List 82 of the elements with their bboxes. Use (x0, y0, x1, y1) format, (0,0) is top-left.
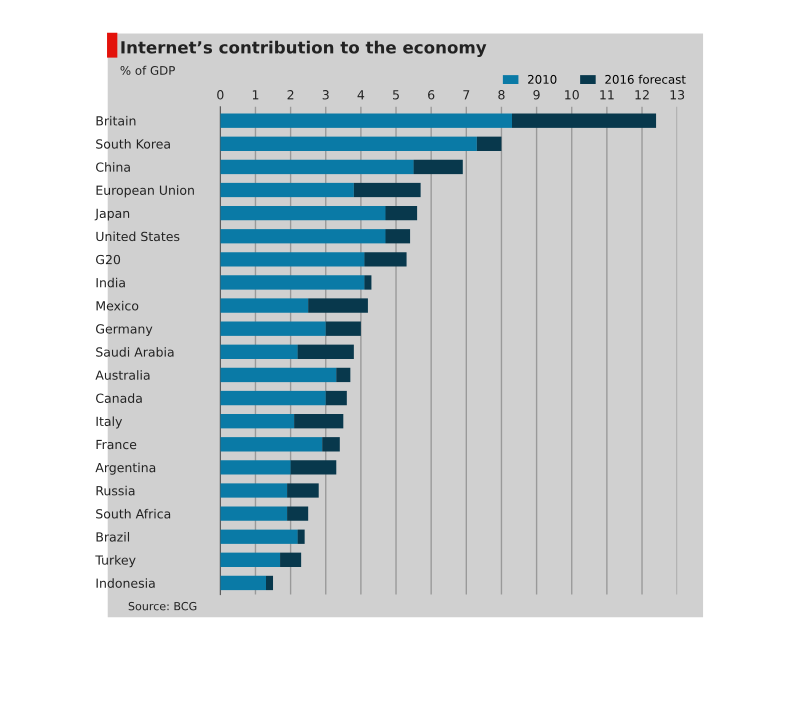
y-tick-label: South Africa (96, 508, 170, 519)
y-tick-label: Argentina (95, 462, 156, 475)
x-tick-label: 8 (498, 90, 505, 100)
y-tick-label: Turkey (95, 555, 136, 568)
x-tick-label: 6 (428, 90, 434, 100)
bar (414, 160, 463, 174)
bar (220, 530, 298, 544)
x-tick-label: 4 (358, 90, 364, 100)
bar (476, 136, 502, 151)
bar (322, 437, 340, 452)
bar (354, 182, 421, 198)
bar (220, 483, 288, 498)
y-tick-label: Australia (95, 370, 150, 380)
legend-label: 2016 forecast (605, 74, 686, 84)
bar (220, 160, 414, 174)
bar (326, 322, 361, 336)
x-tick-label: 10 (565, 90, 579, 100)
bar (266, 576, 274, 590)
bar (280, 552, 302, 568)
bar (220, 298, 308, 313)
bar (220, 390, 326, 406)
bar (364, 275, 372, 290)
bar (385, 206, 418, 220)
bar (220, 136, 477, 151)
y-tick-label: Brazil (96, 532, 130, 542)
y-tick-label: India (96, 278, 125, 288)
y-tick-label: South Korea (96, 139, 170, 149)
y-tick-label: Canada (96, 393, 142, 403)
bar (220, 368, 336, 382)
x-tick-label: 11 (600, 90, 614, 100)
bar (220, 229, 386, 244)
bar (220, 460, 291, 475)
chart-title: Internet’s contribution to the economy (121, 40, 486, 57)
bar (298, 344, 354, 359)
bar (326, 390, 347, 406)
bar (364, 252, 407, 267)
bar (220, 322, 326, 336)
y-tick-label: Mexico (96, 300, 138, 311)
bar (385, 229, 410, 244)
bar (308, 298, 368, 313)
bar (290, 460, 336, 475)
bar (287, 483, 319, 498)
bar (294, 414, 344, 428)
x-tick-label: 5 (393, 90, 399, 100)
x-tick-label: 7 (463, 90, 470, 100)
y-tick-label: Russia (96, 486, 134, 496)
y-tick-label: G20 (96, 254, 120, 264)
bar (220, 552, 280, 568)
bar (220, 576, 266, 590)
chart-subtitle: % of GDP (120, 66, 175, 75)
y-tick-label: European Union (96, 185, 194, 198)
x-tick-label: 9 (533, 90, 540, 100)
x-tick-label: 1 (252, 90, 258, 100)
x-tick-label: 2 (288, 90, 294, 100)
bar (220, 414, 294, 428)
bar (287, 506, 308, 521)
y-tick-label: France (96, 440, 136, 450)
y-tick-label: Saudi Arabia (96, 347, 174, 357)
bar (220, 275, 364, 290)
y-tick-label: Britain (96, 116, 136, 126)
bar (336, 368, 350, 382)
y-tick-label: Japan (94, 208, 130, 220)
bar (220, 506, 288, 521)
bar (220, 206, 386, 220)
y-tick-label: United States (96, 231, 180, 242)
x-tick-label: 0 (217, 90, 224, 100)
legend-label: 2010 (528, 74, 556, 84)
y-tick-label: Italy (96, 416, 122, 429)
bar (512, 114, 656, 128)
x-tick-label: 13 (670, 90, 684, 100)
bar (220, 437, 322, 452)
y-tick-label: China (96, 162, 130, 172)
x-tick-label: 12 (635, 90, 649, 100)
bar (220, 252, 364, 267)
bar (220, 114, 512, 128)
bar (220, 344, 298, 359)
bar (220, 182, 354, 198)
source-note: Source: BCG (128, 602, 196, 610)
y-tick-label: Indonesia (96, 578, 155, 588)
y-tick-label: Germany (96, 324, 152, 336)
x-tick-label: 3 (322, 90, 329, 100)
bar (298, 530, 305, 544)
